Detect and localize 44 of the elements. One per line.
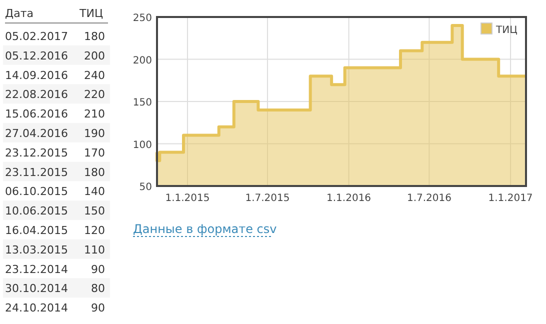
data-label: 210 [84, 108, 105, 121]
category-label: 10.06.2015 [5, 204, 68, 218]
y-tick-label: 200 [132, 55, 152, 66]
data-label: 170 [84, 146, 105, 160]
legend-label: ТИЦ [495, 25, 518, 36]
category-label: 06.10.2015 [5, 185, 68, 198]
data-label: 90 [91, 262, 105, 276]
x-tick-label: 1.1.2017 [488, 193, 533, 204]
category-label: 15.06.2016 [5, 108, 68, 121]
data-label: 180 [84, 166, 105, 179]
category-label: 27.04.2016 [5, 127, 68, 140]
data-label: 140 [84, 185, 105, 198]
text: Дата [5, 7, 34, 20]
data-label: 200 [84, 49, 105, 62]
x-tick-label: 1.1.2015 [165, 193, 210, 204]
y-tick-label: 250 [132, 13, 152, 24]
data-label: 80 [91, 282, 105, 296]
category-label: 23.12.2015 [5, 146, 68, 160]
data-label: 90 [91, 302, 105, 315]
data-label: 120 [84, 224, 105, 237]
text: Данные в формате csv [133, 222, 277, 236]
data-label: 220 [84, 88, 105, 102]
data-label: 240 [84, 68, 105, 82]
data-label: 150 [84, 204, 105, 218]
category-label: 24.10.2014 [5, 302, 68, 315]
category-label: 05.12.2016 [5, 49, 68, 62]
x-tick-label: 1.1.2016 [326, 193, 372, 204]
category-label: 13.03.2015 [5, 243, 68, 256]
text: ТИЦ [78, 7, 104, 20]
category-label: 23.11.2015 [5, 166, 68, 179]
y-tick-label: 100 [132, 140, 152, 151]
data-label: 190 [84, 127, 105, 140]
category-label: 14.09.2016 [5, 68, 68, 82]
category-label: 05.02.2017 [5, 30, 68, 43]
data-label: 180 [84, 30, 105, 43]
x-tick-label: 1.7.2015 [245, 193, 290, 204]
data-label: 110 [84, 243, 105, 256]
y-tick-label: 150 [132, 98, 152, 108]
y-tick-label: 50 [139, 182, 152, 193]
category-label: 22.08.2016 [5, 88, 68, 102]
category-label: 30.10.2014 [5, 282, 68, 296]
category-label: 23.12.2014 [5, 262, 68, 276]
x-tick-label: 1.7.2016 [406, 193, 452, 204]
category-label: 16.04.2015 [5, 224, 68, 237]
